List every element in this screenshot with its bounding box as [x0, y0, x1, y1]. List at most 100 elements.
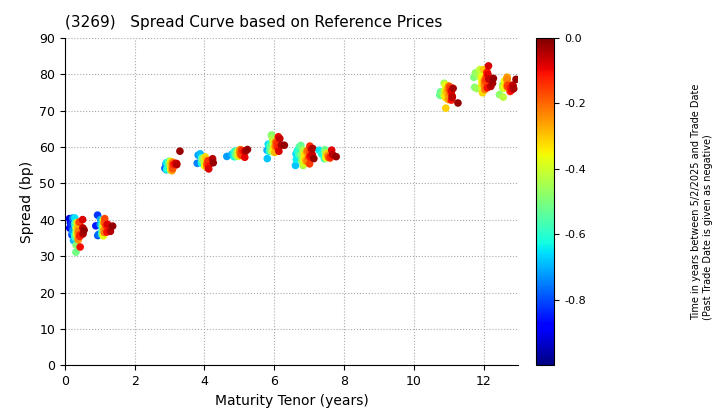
Point — [300, 158, 312, 165]
Point — [325, 153, 336, 160]
Point — [468, 74, 480, 81]
Point — [66, 229, 78, 236]
Point — [161, 166, 173, 173]
Point — [501, 81, 513, 88]
Point — [196, 157, 207, 163]
Point — [323, 153, 334, 160]
Point — [161, 160, 172, 167]
Point — [502, 83, 513, 90]
Point — [320, 151, 331, 158]
Point — [166, 160, 177, 167]
Point — [165, 160, 176, 166]
Point — [68, 229, 79, 236]
Point — [447, 85, 459, 92]
Point — [234, 149, 246, 156]
Point — [230, 148, 241, 155]
Point — [163, 160, 174, 167]
Point — [72, 234, 84, 241]
Point — [479, 83, 490, 90]
Point — [203, 165, 215, 172]
Point — [235, 150, 246, 157]
Point — [270, 143, 282, 150]
Point — [221, 153, 233, 160]
Point — [501, 77, 513, 84]
Point — [201, 160, 212, 167]
Point — [94, 221, 106, 228]
Point — [78, 227, 90, 234]
Point — [229, 148, 240, 155]
Point — [303, 154, 315, 161]
Point — [68, 237, 79, 244]
Point — [234, 146, 246, 153]
Point — [445, 85, 456, 92]
Point — [197, 155, 209, 162]
Point — [99, 227, 110, 234]
Point — [96, 229, 108, 236]
Point — [96, 231, 108, 238]
Point — [505, 84, 516, 91]
Point — [235, 152, 247, 159]
Point — [305, 146, 317, 152]
Point — [290, 150, 302, 157]
Point — [296, 151, 307, 158]
Point — [71, 225, 82, 231]
Point — [297, 157, 308, 163]
Point — [479, 79, 490, 85]
Point — [229, 153, 240, 160]
Point — [99, 229, 110, 236]
Point — [298, 160, 310, 167]
Point — [226, 151, 238, 158]
Point — [320, 155, 331, 162]
Point — [292, 149, 304, 156]
Point — [499, 82, 510, 89]
Point — [313, 147, 325, 154]
Point — [264, 145, 276, 152]
Point — [446, 90, 457, 97]
Point — [323, 154, 334, 160]
Point — [101, 228, 112, 235]
Point — [292, 147, 303, 154]
Point — [165, 163, 176, 169]
Point — [272, 144, 284, 151]
Point — [271, 144, 283, 150]
Point — [299, 156, 310, 163]
Point — [480, 74, 492, 80]
Point — [168, 161, 180, 168]
Point — [235, 150, 247, 157]
Point — [261, 147, 273, 154]
Point — [507, 82, 518, 89]
Point — [71, 231, 82, 238]
Point — [319, 146, 330, 153]
Point — [70, 232, 81, 239]
Point — [440, 94, 451, 101]
Point — [167, 165, 179, 172]
Point — [97, 231, 109, 237]
Point — [308, 155, 320, 162]
Point — [174, 148, 186, 155]
Text: Time in years between 5/2/2025 and Trade Date
(Past Trade Date is given as negat: Time in years between 5/2/2025 and Trade… — [691, 84, 713, 320]
Point — [261, 155, 273, 162]
Point — [446, 93, 458, 100]
Point — [169, 160, 181, 167]
Point — [321, 154, 333, 160]
Point — [476, 74, 487, 80]
Point — [196, 155, 207, 161]
Point — [102, 221, 113, 228]
Point — [71, 228, 82, 235]
Point — [435, 89, 446, 95]
Point — [298, 158, 310, 165]
Point — [72, 230, 84, 236]
Point — [96, 222, 108, 229]
Point — [503, 82, 514, 89]
Point — [74, 244, 86, 250]
Point — [476, 77, 487, 84]
Point — [199, 161, 210, 168]
Point — [293, 151, 305, 158]
Point — [232, 148, 243, 155]
Point — [478, 81, 490, 88]
Point — [196, 160, 207, 167]
Point — [73, 228, 84, 234]
Point — [438, 90, 449, 97]
Point — [192, 152, 204, 158]
Point — [265, 147, 276, 153]
